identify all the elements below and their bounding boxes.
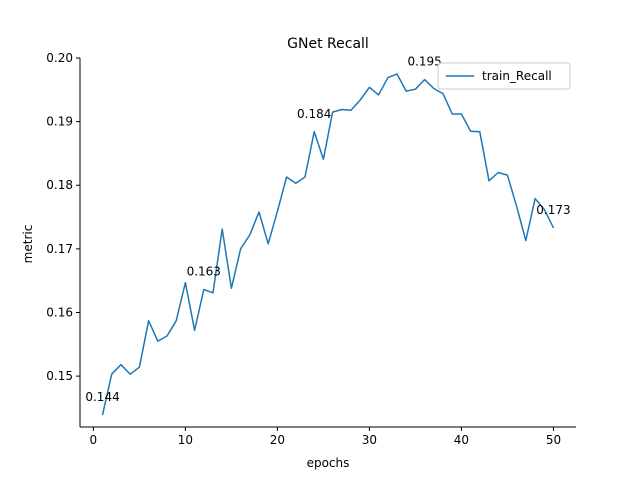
data-label: 0.173 xyxy=(536,203,570,217)
y-tick-label: 0.16 xyxy=(46,305,73,319)
y-tick-label: 0.18 xyxy=(46,178,73,192)
x-tick-label: 50 xyxy=(546,433,561,447)
x-tick-label: 30 xyxy=(362,433,377,447)
data-label: 0.144 xyxy=(85,390,119,404)
x-axis-label: epochs xyxy=(307,456,350,470)
data-label: 0.195 xyxy=(407,55,441,69)
x-tick-label: 20 xyxy=(270,433,285,447)
y-axis-label: metric xyxy=(21,225,35,264)
y-tick-label: 0.17 xyxy=(46,242,73,256)
y-tick-label: 0.20 xyxy=(46,51,73,65)
legend-box xyxy=(437,62,571,90)
chart-title: GNet Recall xyxy=(287,36,369,52)
data-label: 0.163 xyxy=(187,265,221,279)
data-label: 0.184 xyxy=(297,107,331,121)
plot-area: 0 10 20 30 40 50 0.15 0.16 0.17 0.18 0.19 0.20 0.144… xyxy=(46,51,576,447)
x-tick-label: 0 xyxy=(90,433,98,447)
y-tick-label: 0.15 xyxy=(46,369,73,383)
y-tick-label: 0.19 xyxy=(46,115,73,129)
x-tick-label: 40 xyxy=(454,433,469,447)
x-tick-label: 10 xyxy=(178,433,193,447)
series-line-train_Recall xyxy=(101,73,555,416)
legend-label: train_Recall xyxy=(482,69,552,83)
